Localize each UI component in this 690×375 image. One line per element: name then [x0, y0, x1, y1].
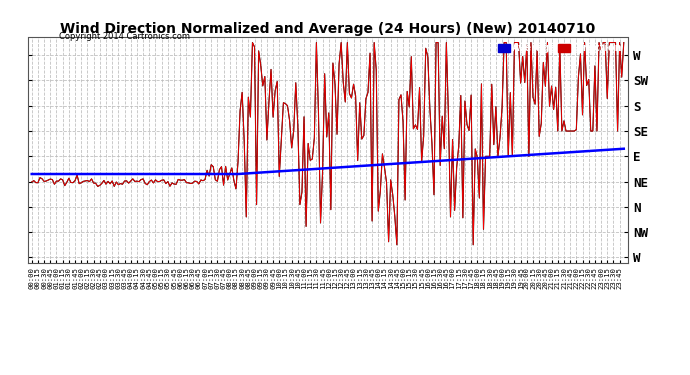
Text: Copyright 2014 Cartronics.com: Copyright 2014 Cartronics.com: [59, 32, 190, 41]
Title: Wind Direction Normalized and Average (24 Hours) (New) 20140710: Wind Direction Normalized and Average (2…: [60, 22, 595, 36]
Legend: Average, Direction: Average, Direction: [497, 42, 623, 54]
